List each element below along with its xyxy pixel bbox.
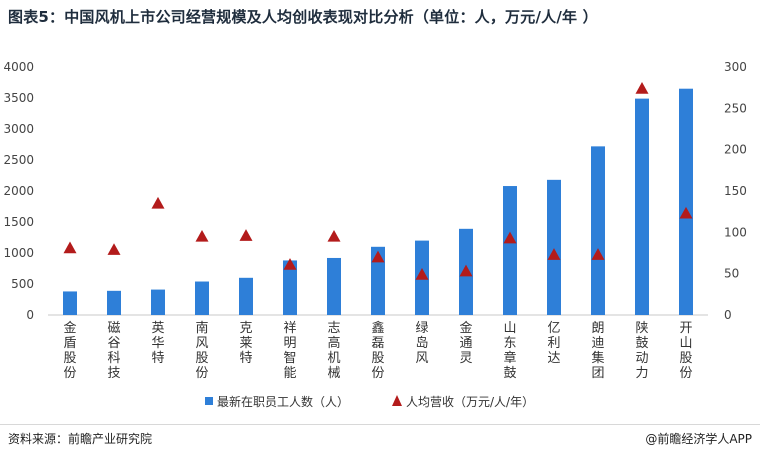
x-tick-label: 金通灵 — [459, 320, 472, 366]
bar — [679, 88, 693, 315]
bar — [371, 246, 385, 315]
right-axis: 0 50 100 150 200 250 300 — [724, 60, 747, 322]
x-tick-label: 绿岛风 — [415, 321, 428, 366]
combo-chart: 0 500 1000 1500 2000 2500 3000 3500 4000 0 50 100 1… — [3, 60, 747, 409]
x-tick-label: 亿利达 — [547, 321, 560, 366]
bar-series — [63, 88, 693, 316]
marker-series — [63, 81, 693, 280]
source-note: 资料来源：前瞻产业研究院 — [8, 432, 153, 446]
chart-title: 图表5：中国风机上市公司经营规模及人均创收表现对比分析（单位：人，万元/人/年 … — [8, 8, 598, 26]
triangle-marker — [415, 267, 429, 280]
bar — [239, 277, 253, 315]
x-tick-label: 陕鼓动力 — [635, 321, 648, 381]
bar — [503, 186, 517, 315]
left-tick-label: 0 — [26, 308, 34, 322]
left-tick-label: 1000 — [3, 246, 34, 260]
bar — [283, 260, 297, 315]
triangle-marker — [503, 231, 517, 244]
triangle-marker — [635, 81, 649, 94]
triangle-marker — [679, 206, 693, 219]
legend-swatch-bar — [205, 397, 213, 405]
right-tick-label: 200 — [724, 143, 747, 157]
triangle-marker — [327, 229, 341, 242]
left-tick-label: 3000 — [3, 122, 34, 136]
legend: 最新在职员工人数（人） 人均营收（万元/人/年） — [205, 394, 534, 409]
x-tick-label: 祥明智能 — [283, 321, 296, 381]
triangle-marker — [459, 264, 473, 277]
bar — [151, 289, 165, 315]
legend-label-triangle: 人均营收（万元/人/年） — [406, 395, 534, 409]
bar — [591, 146, 605, 315]
x-axis-labels: 金盾股份 磁谷科技 英华特 南风股份 克莱特 祥明智能 志高机械 鑫磊股份 绿岛风 金通灵 山东章鼓… — [63, 320, 692, 381]
legend-label-bar: 最新在职员工人数（人） — [217, 394, 349, 409]
right-tick-label: 100 — [724, 225, 747, 239]
triangle-marker — [283, 258, 297, 270]
legend-swatch-triangle — [392, 395, 402, 406]
x-tick-label: 鑫磊股份 — [371, 320, 384, 381]
x-tick-label: 开山股份 — [679, 321, 692, 381]
x-tick-label: 志高机械 — [327, 321, 340, 381]
left-axis: 0 500 1000 1500 2000 2500 3000 3500 4000 — [3, 60, 34, 322]
triangle-marker — [239, 229, 253, 241]
left-tick-label: 4000 — [3, 60, 34, 74]
bar — [327, 257, 341, 315]
x-tick-label: 山东章鼓 — [503, 321, 516, 381]
triangle-marker — [591, 248, 605, 260]
x-tick-label: 南风股份 — [195, 320, 208, 381]
left-tick-label: 500 — [11, 277, 34, 291]
triangle-marker — [63, 241, 77, 254]
right-tick-label: 300 — [724, 60, 747, 74]
x-tick-label: 克莱特 — [239, 321, 252, 366]
triangle-marker — [107, 243, 121, 255]
left-tick-label: 3500 — [3, 91, 34, 105]
x-tick-label: 朗迪集团 — [591, 321, 604, 381]
triangle-marker — [151, 196, 165, 209]
bar — [107, 290, 121, 315]
bar — [195, 281, 209, 315]
x-tick-label: 英华特 — [151, 321, 164, 366]
right-tick-label: 250 — [724, 101, 747, 115]
x-tick-label: 磁谷科技 — [107, 321, 120, 381]
right-tick-label: 150 — [724, 184, 747, 198]
triangle-marker — [371, 250, 385, 263]
brand-credit: @前瞻经济学人APP — [645, 432, 752, 446]
triangle-marker — [547, 248, 561, 260]
footer-divider — [0, 424, 760, 425]
bar — [547, 179, 561, 315]
right-tick-label: 0 — [724, 308, 732, 322]
left-tick-label: 1500 — [3, 215, 34, 229]
bar — [63, 291, 77, 315]
left-tick-label: 2000 — [3, 184, 34, 198]
right-tick-label: 50 — [724, 267, 739, 281]
triangle-marker — [195, 229, 209, 242]
x-tick-label: 金盾股份 — [63, 320, 76, 381]
bar — [635, 98, 649, 316]
left-tick-label: 2500 — [3, 153, 34, 167]
